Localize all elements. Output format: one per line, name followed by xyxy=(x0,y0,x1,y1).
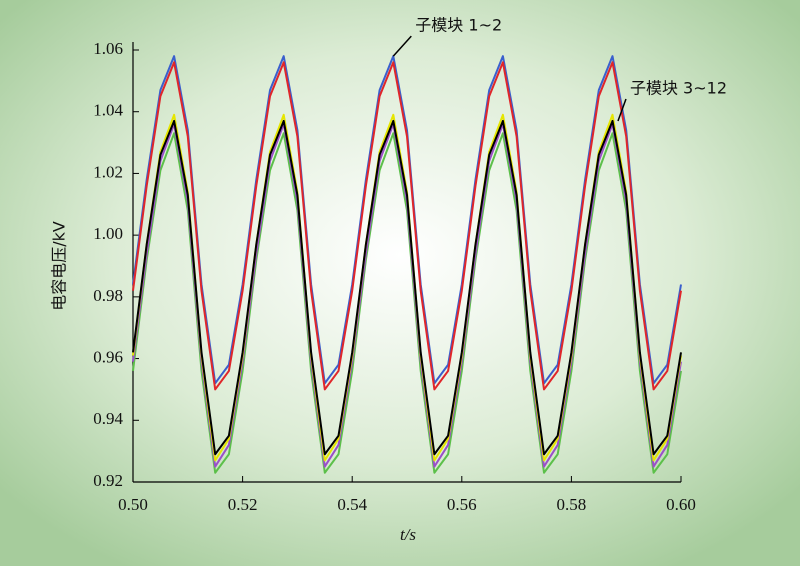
annotation: 子模块 3~12 xyxy=(630,78,727,97)
annotation-arrow xyxy=(617,98,627,122)
annotation: 子模块 1~2 xyxy=(415,16,502,35)
annotation-arrow xyxy=(392,35,412,57)
y-tick-label: 0.92 xyxy=(93,471,123,490)
x-tick-label: 0.56 xyxy=(447,495,477,514)
x-tick-label: 0.50 xyxy=(118,495,148,514)
series-line xyxy=(132,61,682,391)
x-tick-label: 0.54 xyxy=(337,495,367,514)
series-line xyxy=(132,119,682,456)
y-tick-label: 0.98 xyxy=(93,286,123,305)
y-tick-label: 1.04 xyxy=(93,101,123,120)
y-tick-label: 1.02 xyxy=(93,162,123,181)
x-tick-label: 0.58 xyxy=(557,495,587,514)
y-tick-label: 1.00 xyxy=(93,224,123,243)
x-tick-label: 0.52 xyxy=(228,495,258,514)
x-tick-label: 0.60 xyxy=(666,495,696,514)
x-axis-label: t/s xyxy=(400,525,416,544)
y-axis-label: 电容电压/kV xyxy=(50,221,69,311)
y-tick-label: 1.06 xyxy=(93,39,123,58)
y-tick-label: 0.96 xyxy=(93,347,123,366)
y-tick-label: 0.94 xyxy=(93,409,123,428)
